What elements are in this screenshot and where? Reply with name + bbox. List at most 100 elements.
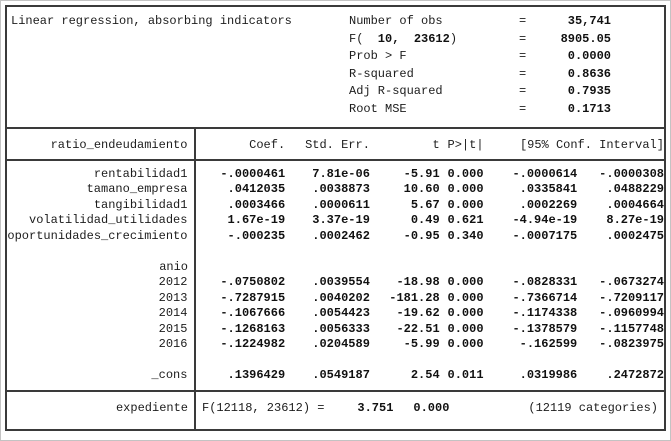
p-value: 0.000 bbox=[447, 166, 484, 181]
equals-sign: = bbox=[519, 84, 527, 98]
coef-value: .0003466 bbox=[227, 197, 286, 212]
header-coef: Coef. bbox=[249, 138, 286, 152]
row-variable: anio bbox=[159, 259, 188, 274]
p-value: 0.000 bbox=[447, 290, 484, 305]
regression-title: Linear regression, absorbing indicators bbox=[11, 14, 292, 28]
stat-label: R-squared bbox=[349, 66, 414, 81]
coef-value: -.1268163 bbox=[220, 321, 286, 336]
table-row: tamano_empresa .0412035 .0038873 10.60 0… bbox=[7, 182, 664, 198]
table-row-group-anio: anio bbox=[7, 259, 664, 275]
row-variable: tamano_empresa bbox=[86, 182, 188, 197]
table-column-divider bbox=[194, 127, 196, 430]
equals-sign: = bbox=[519, 101, 527, 116]
stat-root-mse: Root MSE = 0.1713 bbox=[349, 101, 611, 119]
table-row: oportunidades_crecimiento -.000235 .0002… bbox=[7, 228, 664, 244]
ci-upper: .0002475 bbox=[606, 228, 664, 243]
t-value: 5.67 bbox=[410, 197, 440, 212]
ci-lower: -.1378579 bbox=[512, 321, 578, 336]
stderr-value: .0204589 bbox=[312, 337, 370, 352]
table-row: _cons .1396429 .0549187 2.54 0.011 .0319… bbox=[7, 368, 664, 384]
ci-upper: -.7209117 bbox=[599, 290, 664, 305]
output-frame bbox=[5, 5, 666, 431]
ci-upper: 8.27e-19 bbox=[606, 213, 664, 228]
table-row: 2016 -.1224982 .0204589 -5.99 0.000 -.16… bbox=[7, 337, 664, 353]
stderr-value: 3.37e-19 bbox=[312, 213, 370, 228]
table-row-blank bbox=[7, 352, 664, 368]
absorbed-f-stat-label: F(12118, 23612) = bbox=[202, 401, 325, 415]
equals-sign: = bbox=[519, 31, 527, 46]
ci-lower: .0319986 bbox=[519, 368, 578, 383]
header-t: t bbox=[432, 138, 440, 152]
stderr-value: .0002462 bbox=[312, 228, 370, 243]
ci-lower: -.1174338 bbox=[512, 306, 578, 321]
row-variable: 2013 bbox=[158, 290, 188, 305]
ci-upper: .0004664 bbox=[606, 197, 664, 212]
p-value: 0.621 bbox=[447, 213, 484, 228]
stderr-value: .0056333 bbox=[312, 321, 370, 336]
stat-label: F( bbox=[349, 31, 364, 46]
ci-upper: -.0000308 bbox=[599, 166, 664, 181]
stderr-value: .0039554 bbox=[312, 275, 370, 290]
stderr-value: .0549187 bbox=[312, 368, 370, 383]
stat-r-squared: R-squared = 0.8636 bbox=[349, 66, 611, 84]
row-variable: 2016 bbox=[158, 337, 188, 352]
equals-sign: = bbox=[519, 49, 527, 63]
coef-value: 1.67e-19 bbox=[227, 213, 286, 228]
coef-value: -.0750802 bbox=[220, 275, 286, 290]
p-value: 0.000 bbox=[447, 337, 484, 352]
stat-value: 35,741 bbox=[567, 14, 611, 28]
t-value: -22.51 bbox=[396, 321, 440, 336]
stderr-value: .0000611 bbox=[312, 197, 370, 212]
coef-value: .0412035 bbox=[227, 182, 286, 197]
t-value: -19.62 bbox=[396, 306, 440, 321]
ci-lower: -.162599 bbox=[519, 337, 578, 352]
ci-upper: -.0673274 bbox=[599, 275, 664, 290]
table-row: 2015 -.1268163 .0056333 -22.51 0.000 -.1… bbox=[7, 321, 664, 337]
stat-prob-f: Prob > F = 0.0000 bbox=[349, 48, 611, 66]
row-variable: oportunidades_crecimiento bbox=[7, 228, 188, 243]
ci-upper: -.0823975 bbox=[599, 337, 664, 352]
model-statistics: Number of obs = 35,741 F( 10, 23612) = 8… bbox=[349, 13, 611, 118]
p-value: 0.000 bbox=[447, 306, 484, 321]
stat-value: 0.8636 bbox=[567, 66, 611, 81]
ci-upper: .0488229 bbox=[606, 182, 664, 197]
table-row: 2012 -.0750802 .0039554 -18.98 0.000 -.0… bbox=[7, 275, 664, 291]
coef-value: -.1067666 bbox=[220, 306, 286, 321]
ci-upper: -.1157748 bbox=[599, 321, 664, 336]
ci-lower: -.0828331 bbox=[512, 275, 578, 290]
t-value: 10.60 bbox=[403, 182, 440, 197]
row-variable: tangibilidad1 bbox=[93, 197, 188, 212]
ci-lower: -.7366714 bbox=[512, 290, 578, 305]
absorbed-variable-name: expediente bbox=[115, 401, 188, 415]
stderr-value: 7.81e-06 bbox=[312, 166, 370, 181]
stat-value: 8905.05 bbox=[560, 31, 611, 46]
absorbed-variable-row: expediente F(12118, 23612) = 3.751 0.000… bbox=[7, 392, 664, 424]
table-top-rule bbox=[6, 127, 665, 129]
stat-label: Prob > F bbox=[349, 49, 407, 63]
table-row: 2014 -.1067666 .0054423 -19.62 0.000 -.1… bbox=[7, 306, 664, 322]
ci-lower: -4.94e-19 bbox=[512, 213, 578, 228]
header-std-err: Std. Err. bbox=[305, 138, 370, 152]
stderr-value: .0054423 bbox=[312, 306, 370, 321]
table-header-rule bbox=[6, 159, 665, 161]
stat-value: 0.7935 bbox=[567, 84, 611, 98]
ci-lower: -.0007175 bbox=[512, 228, 578, 243]
header-conf-interval: [95% Conf. Interval] bbox=[519, 138, 664, 152]
stderr-value: .0038873 bbox=[312, 182, 370, 197]
coef-value: -.7287915 bbox=[220, 290, 286, 305]
p-value: 0.000 bbox=[447, 275, 484, 290]
stderr-value: .0040202 bbox=[312, 290, 370, 305]
absorbed-p-value: 0.000 bbox=[413, 401, 450, 415]
t-value: 0.49 bbox=[410, 213, 440, 228]
table-row: rentabilidad1 -.0000461 7.81e-06 -5.91 0… bbox=[7, 166, 664, 182]
row-variable: volatilidad_utilidades bbox=[29, 213, 188, 228]
stat-number-of-obs: Number of obs = 35,741 bbox=[349, 13, 611, 31]
table-row: tangibilidad1 .0003466 .0000611 5.67 0.0… bbox=[7, 197, 664, 213]
t-value: -5.99 bbox=[403, 337, 440, 352]
stat-value: 0.1713 bbox=[567, 101, 611, 116]
t-value: -18.98 bbox=[396, 275, 440, 290]
coefficient-table: rentabilidad1 -.0000461 7.81e-06 -5.91 0… bbox=[7, 166, 664, 383]
absorbed-categories: (12119 categories) bbox=[528, 401, 658, 415]
stat-label: Adj R-squared bbox=[349, 84, 443, 98]
table-row: volatilidad_utilidades 1.67e-19 3.37e-19… bbox=[7, 213, 664, 229]
